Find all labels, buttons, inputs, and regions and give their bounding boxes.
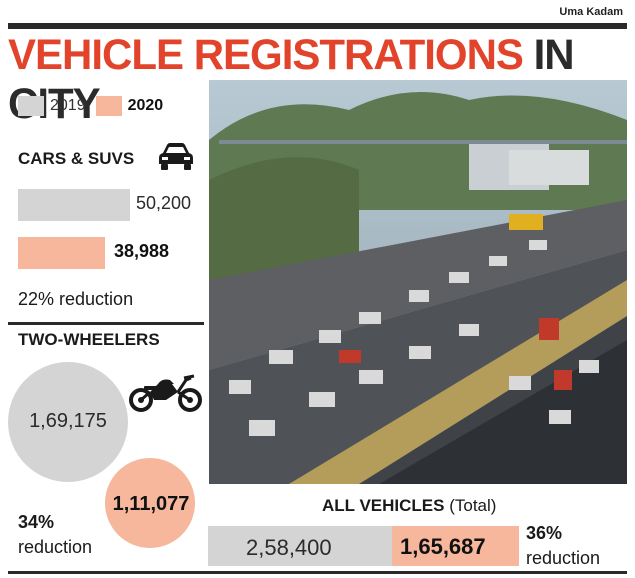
- cars-value-2020: 38,988: [114, 241, 170, 261]
- car-icon: [159, 143, 193, 170]
- two-wheelers-value-2019: 1,69,175: [29, 410, 107, 432]
- all-vehicles-bar-2020: [392, 526, 519, 566]
- legend-label-2020: 2020: [127, 97, 164, 114]
- two-wheelers-circle-2020: [105, 458, 195, 548]
- all-vehicles-value-2020: 1,65,687: [400, 534, 486, 559]
- all-vehicles-title-bold: ALL VEHICLES: [322, 496, 445, 515]
- all-vehicles-title: ALL VEHICLES (Total): [322, 496, 496, 516]
- all-vehicles-reduction-pct: 36%: [526, 523, 563, 543]
- all-vehicles-value-2019: 2,58,400: [246, 535, 332, 560]
- cars-title: CARS & SUVS: [18, 149, 135, 168]
- two-wheelers-value-2020: 1,11,077: [112, 493, 190, 515]
- two-wheelers-reduction: 34% reduction: [18, 510, 92, 560]
- left-panel: 2019 2020 CARS & SUVS 50,200 38,988 22% …: [8, 80, 204, 557]
- cars-reduction: 22% reduction: [18, 289, 134, 309]
- section-divider: [8, 322, 204, 325]
- all-vehicles-reduction: 36% reduction: [526, 521, 600, 571]
- traffic-photo: [209, 80, 627, 484]
- headline: VEHICLE REGISTRATIONS IN CITY: [8, 30, 635, 128]
- headline-part-1: VEHICLE REGISTRATIONS: [8, 30, 524, 78]
- photo-credit: Uma Kadam: [559, 6, 623, 18]
- legend-label-2019: 2019: [50, 97, 86, 114]
- two-wheelers-circle-2019: [8, 362, 128, 482]
- cars-bar-2019: [18, 189, 130, 221]
- all-vehicles-title-suffix: (Total): [444, 496, 497, 515]
- motorcycle-icon: [129, 374, 202, 412]
- legend-swatch-2020: [95, 96, 122, 116]
- bottom-rule: [8, 571, 627, 574]
- cars-value-2019: 50,200: [136, 193, 192, 213]
- two-wheelers-title: TWO-WHEELERS: [18, 330, 160, 349]
- legend: 2019 2020: [18, 96, 163, 116]
- two-wheelers-reduction-pct: 34%: [18, 512, 55, 532]
- two-wheelers-reduction-word: reduction: [18, 537, 93, 557]
- all-vehicles-bar-2019: [208, 526, 392, 566]
- cars-bar-2020: [18, 237, 105, 269]
- top-rule: [8, 23, 627, 29]
- all-vehicles-reduction-word: reduction: [526, 548, 601, 568]
- legend-swatch-2019: [18, 96, 44, 116]
